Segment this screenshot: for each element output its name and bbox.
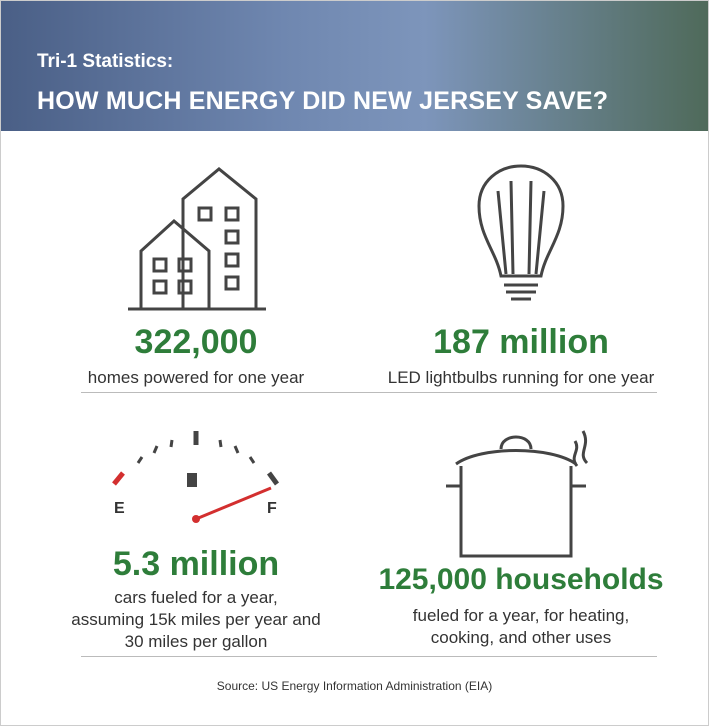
gauge-label: E — [114, 500, 125, 517]
stat-value: 5.3 million — [1, 545, 391, 584]
stat-value: 125,000 households — [341, 563, 701, 597]
description-line: assuming 15k miles per year and — [1, 609, 391, 631]
infographic: Tri-1 Statistics: HOW MUCH ENERGY DID NE… — [0, 0, 709, 726]
stat-value: 322,000 — [1, 323, 391, 362]
divider — [81, 656, 657, 657]
stat-description: fueled for a year, for heating,cooking, … — [341, 605, 701, 649]
stat-description: cars fueled for a year,assuming 15k mile… — [1, 587, 391, 653]
stat-value: 187 million — [341, 323, 701, 362]
description-line: cooking, and other uses — [341, 627, 701, 649]
stat-description: homes powered for one year — [1, 367, 391, 389]
description-line: 30 miles per gallon — [1, 631, 391, 653]
description-line: fueled for a year, for heating, — [341, 605, 701, 627]
description-line: LED lightbulbs running for one year — [341, 367, 701, 389]
divider — [81, 392, 657, 393]
description-line: homes powered for one year — [1, 367, 391, 389]
source: Source: US Energy Information Administra… — [1, 679, 708, 693]
gauge-label: F — [267, 500, 277, 517]
description-line: cars fueled for a year, — [1, 587, 391, 609]
stat-description: LED lightbulbs running for one year — [341, 367, 701, 389]
